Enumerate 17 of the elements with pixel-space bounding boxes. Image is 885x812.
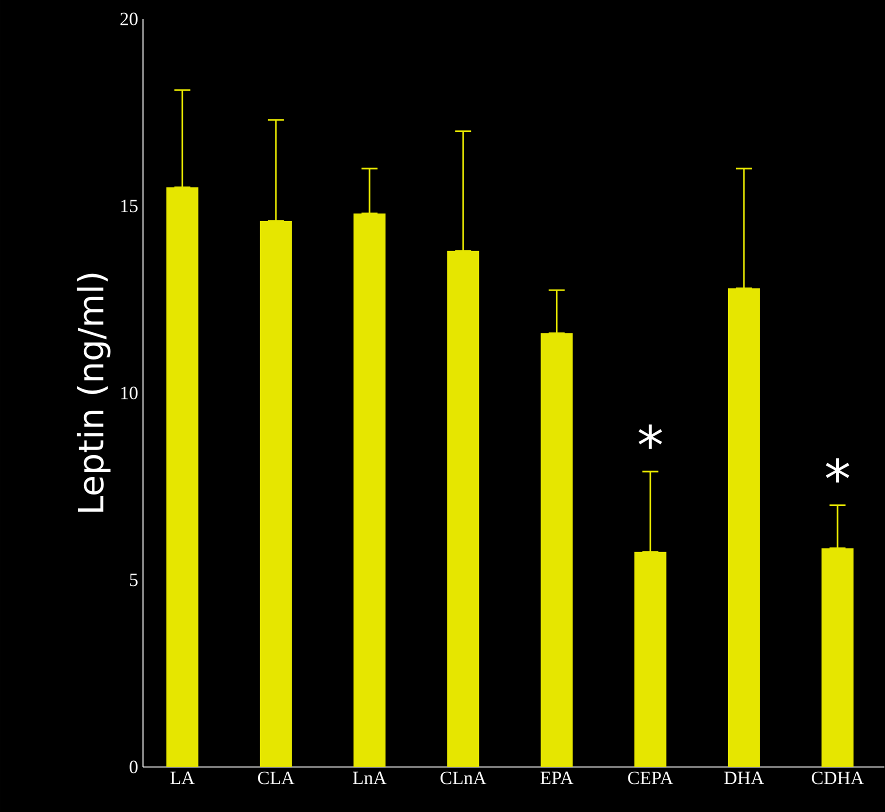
x-tick-label: LnA (352, 772, 386, 784)
bar (354, 213, 386, 767)
x-tick-label: CEPA (628, 772, 674, 784)
y-tick-label: 20 (120, 12, 138, 26)
x-tick-label: CDHA (812, 772, 864, 784)
annotation: * (638, 424, 662, 449)
x-tick-label: EPA (540, 772, 574, 784)
x-tick-label: LA (170, 772, 195, 784)
y-tick-label: 10 (121, 386, 138, 400)
x-tick-label: CLnA (440, 772, 486, 784)
y-tick-label: 5 (130, 574, 138, 586)
y-tick-label: 15 (121, 200, 138, 212)
x-tick-label: CLA (258, 772, 294, 784)
annotation: * (826, 458, 850, 483)
y-tick-label: 0 (130, 760, 138, 774)
y-axis-title: Leptin (ng/ml) (76, 274, 110, 512)
x-tick-label: DHA (724, 772, 764, 784)
